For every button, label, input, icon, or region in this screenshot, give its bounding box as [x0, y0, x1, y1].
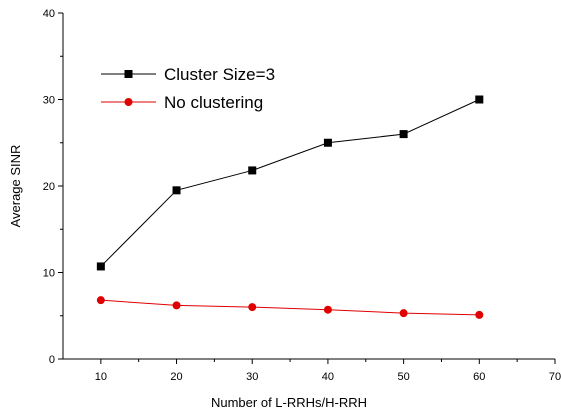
- series-line-no-clustering: [100, 299, 480, 316]
- x-tick-label: 30: [246, 371, 258, 383]
- y-tick-label: 10: [43, 268, 55, 280]
- data-point-cluster: [96, 262, 105, 271]
- data-point-no-clustering: [323, 305, 332, 314]
- x-tick-label: 50: [397, 371, 409, 383]
- x-axis-title: Number of L-RRHs/H-RRH: [211, 395, 367, 410]
- data-point-cluster: [172, 186, 181, 195]
- axes: 0 10 20 30 40 10 20 30 40 50 60 70: [43, 8, 561, 383]
- y-tick-label: 20: [43, 181, 55, 193]
- x-tick-label: 20: [170, 371, 182, 383]
- y-axis-title: Average SINR: [8, 145, 23, 228]
- legend-label-no-clustering: No clustering: [164, 93, 263, 112]
- x-tick-label: 40: [322, 371, 334, 383]
- series-no-clustering: [96, 296, 484, 319]
- y-tick-label: 30: [43, 95, 55, 107]
- data-point-cluster: [399, 130, 408, 139]
- data-point-no-clustering: [248, 303, 257, 312]
- legend-marker-no-clustering: [124, 98, 133, 106]
- data-point-cluster: [248, 166, 257, 175]
- series-cluster: [96, 95, 484, 271]
- y-tick-label: 40: [43, 8, 55, 20]
- data-point-no-clustering: [96, 296, 105, 305]
- legend: Cluster Size=3 No clustering: [101, 65, 275, 112]
- data-point-cluster: [475, 95, 484, 104]
- data-point-no-clustering: [475, 310, 484, 319]
- data-point-no-clustering: [399, 309, 408, 318]
- data-point-no-clustering: [172, 301, 181, 310]
- series-line-cluster: [100, 99, 480, 267]
- x-tick-label: 10: [95, 371, 107, 383]
- x-tick-label: 60: [473, 371, 485, 383]
- y-tick-label: 0: [49, 354, 55, 366]
- data-point-cluster: [323, 138, 332, 147]
- legend-marker-cluster: [124, 70, 133, 78]
- series-layer: [96, 95, 484, 319]
- legend-label-cluster: Cluster Size=3: [164, 65, 275, 84]
- x-tick-label: 70: [549, 371, 561, 383]
